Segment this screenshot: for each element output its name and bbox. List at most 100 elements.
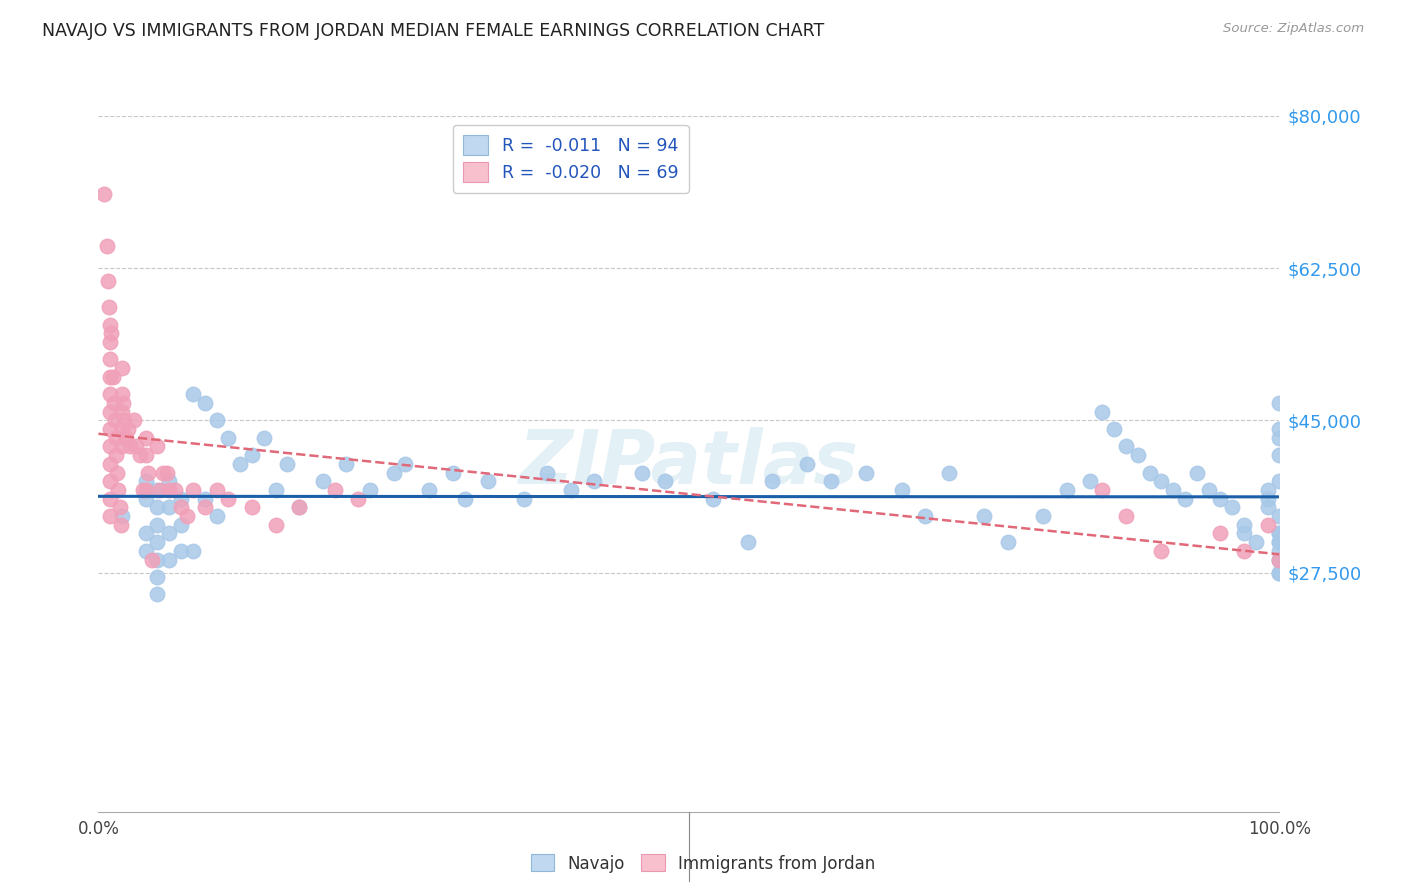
Point xyxy=(132,483,155,497)
Point xyxy=(98,352,121,367)
Point xyxy=(914,508,936,523)
Point xyxy=(1268,566,1291,580)
Point xyxy=(93,187,115,202)
Point xyxy=(1268,448,1291,462)
Point xyxy=(1161,483,1184,497)
Point xyxy=(1174,491,1197,506)
Point xyxy=(128,448,150,462)
Point xyxy=(1268,422,1291,436)
Point xyxy=(1268,552,1291,566)
Point xyxy=(1268,431,1291,445)
Point xyxy=(1102,422,1125,436)
Point xyxy=(1209,491,1232,506)
Point xyxy=(98,369,121,384)
Point xyxy=(1268,475,1291,489)
Point xyxy=(165,483,187,497)
Point xyxy=(156,466,179,480)
Point xyxy=(120,440,142,454)
Point xyxy=(205,483,228,497)
Point xyxy=(536,466,558,480)
Point xyxy=(1268,544,1291,558)
Point xyxy=(146,552,169,566)
Point xyxy=(101,369,124,384)
Point xyxy=(997,535,1019,549)
Point xyxy=(114,431,136,445)
Point xyxy=(194,491,217,506)
Point xyxy=(98,300,121,315)
Point xyxy=(1115,440,1137,454)
Point xyxy=(1185,466,1208,480)
Point xyxy=(135,491,157,506)
Point xyxy=(312,475,335,489)
Point xyxy=(1032,508,1054,523)
Point xyxy=(1268,535,1291,549)
Point xyxy=(288,500,311,515)
Point xyxy=(157,526,180,541)
Point xyxy=(335,457,357,471)
Point xyxy=(1209,526,1232,541)
Point xyxy=(100,326,122,341)
Point xyxy=(394,457,416,471)
Point xyxy=(1126,448,1149,462)
Point xyxy=(98,457,121,471)
Point xyxy=(105,431,128,445)
Point xyxy=(1233,517,1256,532)
Point xyxy=(170,491,193,506)
Point xyxy=(146,535,169,549)
Point xyxy=(1139,466,1161,480)
Point xyxy=(98,334,121,349)
Point xyxy=(512,491,534,506)
Point xyxy=(973,508,995,523)
Point xyxy=(157,483,180,497)
Point xyxy=(654,475,676,489)
Point xyxy=(122,413,145,427)
Point xyxy=(1268,526,1291,541)
Point xyxy=(135,526,157,541)
Point xyxy=(181,387,204,401)
Point xyxy=(146,440,169,454)
Point xyxy=(820,475,842,489)
Point xyxy=(103,396,125,410)
Point xyxy=(1244,535,1267,549)
Point xyxy=(117,422,139,436)
Point xyxy=(98,475,121,489)
Point xyxy=(98,508,121,523)
Point xyxy=(111,422,134,436)
Point xyxy=(229,457,252,471)
Point xyxy=(98,440,121,454)
Text: NAVAJO VS IMMIGRANTS FROM JORDAN MEDIAN FEMALE EARNINGS CORRELATION CHART: NAVAJO VS IMMIGRANTS FROM JORDAN MEDIAN … xyxy=(42,22,824,40)
Point xyxy=(181,483,204,497)
Point xyxy=(359,483,381,497)
Point xyxy=(104,413,127,427)
Point xyxy=(108,500,131,515)
Point xyxy=(170,544,193,558)
Point xyxy=(110,517,132,532)
Text: Source: ZipAtlas.com: Source: ZipAtlas.com xyxy=(1223,22,1364,36)
Point xyxy=(98,318,121,332)
Point xyxy=(382,466,405,480)
Text: ZIPatlas: ZIPatlas xyxy=(519,427,859,500)
Point xyxy=(98,422,121,436)
Point xyxy=(157,500,180,515)
Point xyxy=(1268,552,1291,566)
Point xyxy=(135,544,157,558)
Point xyxy=(105,466,128,480)
Point xyxy=(761,475,783,489)
Point xyxy=(152,466,174,480)
Point xyxy=(418,483,440,497)
Point xyxy=(240,500,263,515)
Point xyxy=(477,475,499,489)
Point xyxy=(107,483,129,497)
Point xyxy=(347,491,370,506)
Point xyxy=(1268,566,1291,580)
Point xyxy=(1257,517,1279,532)
Point xyxy=(217,491,239,506)
Point xyxy=(288,500,311,515)
Point xyxy=(890,483,912,497)
Point xyxy=(135,448,157,462)
Point xyxy=(111,405,134,419)
Point xyxy=(135,475,157,489)
Point xyxy=(96,239,118,253)
Point xyxy=(135,483,157,497)
Point xyxy=(157,475,180,489)
